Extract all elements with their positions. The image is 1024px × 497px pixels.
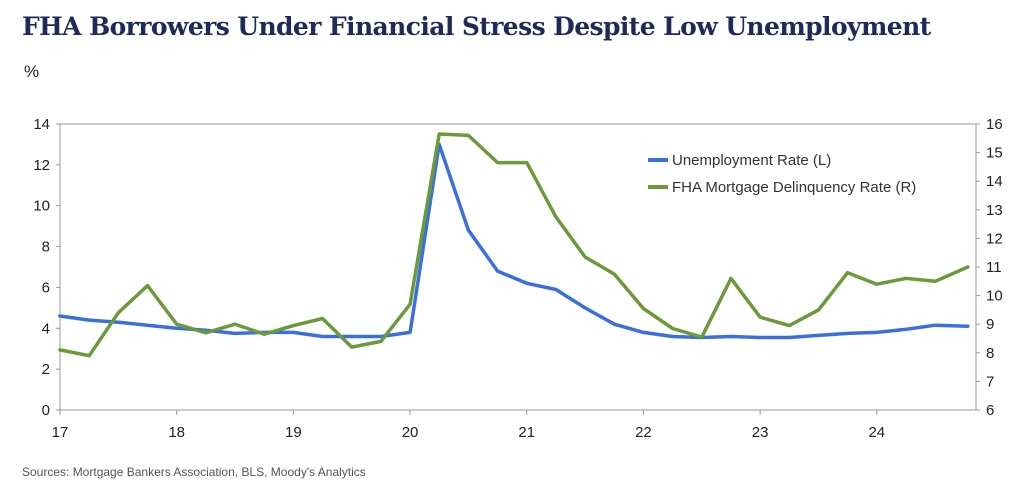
y-left-tick-label: 12	[33, 157, 50, 174]
y-right-tick-label: 8	[986, 345, 994, 362]
x-tick-label: 22	[635, 424, 652, 441]
source-note: Sources: Mortgage Bankers Association, B…	[22, 465, 366, 479]
y-left-tick-label: 4	[42, 320, 50, 337]
x-tick-label: 21	[518, 424, 535, 441]
y-left-tick-label: 10	[33, 198, 50, 215]
fha-delinquency-rate-line	[58, 132, 970, 358]
y-axis-unit-label: %	[24, 62, 40, 81]
y-right-tick-label: 15	[986, 145, 1003, 162]
y-right-tick-label: 14	[986, 173, 1003, 190]
y-left-tick-label: 14	[33, 116, 50, 133]
y-left-tick-label: 6	[42, 279, 50, 296]
x-tick-label: 18	[168, 424, 185, 441]
series-layer	[58, 132, 970, 358]
y-left-tick-label: 0	[42, 402, 50, 419]
y-right-tick-label: 6	[986, 402, 994, 419]
x-tick-label: 20	[402, 424, 419, 441]
y-left-tick-label: 2	[42, 361, 50, 378]
legend-label: Unemployment Rate (L)	[672, 152, 831, 169]
y-right-tick-label: 9	[986, 316, 994, 333]
y-right-tick-label: 16	[986, 116, 1003, 133]
x-tick-label: 17	[52, 424, 69, 441]
y-right-tick-label: 12	[986, 230, 1003, 247]
plot-area	[59, 123, 977, 411]
x-tick-label: 19	[285, 424, 302, 441]
y-right-tick-label: 13	[986, 202, 1003, 219]
y-left-tick-label: 8	[42, 239, 50, 256]
y-right-tick-label: 11	[986, 259, 1002, 276]
legend-label: FHA Mortgage Delinquency Rate (R)	[672, 179, 916, 196]
x-tick-label: 23	[752, 424, 769, 441]
legend: Unemployment Rate (L) FHA Mortgage Delinq…	[648, 152, 916, 196]
chart-title: FHA Borrowers Under Financial Stress Des…	[22, 12, 931, 41]
x-tick-label: 24	[868, 424, 885, 441]
y-right-tick-label: 7	[986, 373, 994, 390]
y-right-tick-label: 10	[986, 288, 1003, 305]
unemployment-rate-line	[58, 142, 970, 340]
